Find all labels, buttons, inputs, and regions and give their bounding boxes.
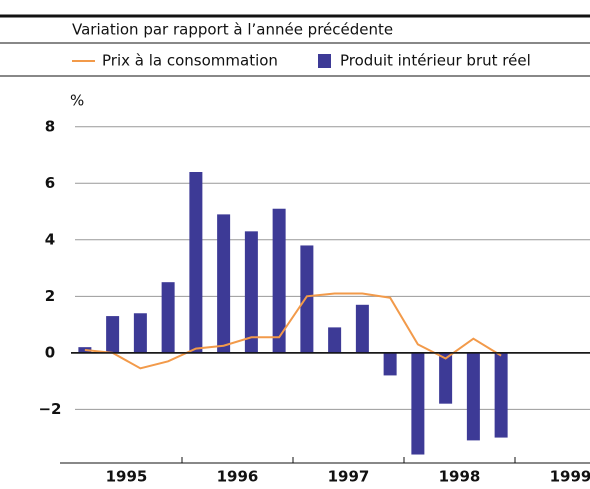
x-tick-label: 1999 bbox=[550, 468, 590, 486]
bar bbox=[466, 352, 480, 441]
y-tick-label: 2 bbox=[45, 287, 55, 305]
bar bbox=[106, 316, 120, 353]
legend-label: Produit intérieur brut réel bbox=[340, 52, 531, 70]
bar bbox=[272, 208, 286, 353]
y-unit: % bbox=[70, 92, 84, 110]
bar bbox=[494, 352, 508, 438]
bar bbox=[355, 304, 369, 353]
bar bbox=[244, 231, 258, 353]
bar bbox=[189, 172, 203, 353]
y-tick-label: 0 bbox=[45, 343, 55, 361]
y-tick-label: 8 bbox=[45, 117, 55, 135]
y-tick-label: −2 bbox=[38, 400, 61, 418]
bar bbox=[383, 352, 397, 376]
x-tick-label: 1995 bbox=[106, 468, 148, 486]
bar bbox=[328, 327, 342, 353]
bar bbox=[411, 352, 425, 455]
y-tick-label: 6 bbox=[45, 174, 55, 192]
x-tick-label: 1998 bbox=[439, 468, 481, 486]
legend-label: Prix à la consommation bbox=[102, 52, 278, 70]
line bbox=[84, 292, 502, 370]
bar bbox=[300, 245, 314, 353]
legend-swatch bbox=[318, 54, 331, 68]
x-tick-label: 1997 bbox=[328, 468, 370, 486]
bar bbox=[133, 313, 147, 353]
chart-title: Variation par rapport à l’année précéden… bbox=[72, 21, 393, 39]
x-tick-label: 1996 bbox=[217, 468, 259, 486]
bar bbox=[161, 282, 175, 353]
bar bbox=[217, 214, 231, 353]
y-tick-label: 4 bbox=[45, 230, 55, 248]
bar bbox=[439, 352, 453, 404]
